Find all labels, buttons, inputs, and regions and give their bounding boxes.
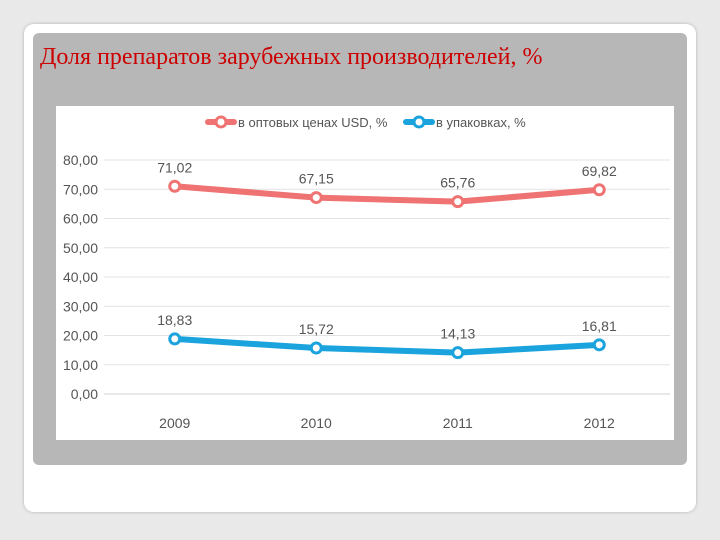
page-title: Доля препаратов зарубежных производителе… xyxy=(40,44,543,70)
x-tick-label: 2012 xyxy=(584,415,615,431)
line-chart: 0,00 10,00 20,00 30,00 40,00 50,00 60,00 70,00 8… xyxy=(63,115,670,431)
series-line xyxy=(171,183,603,205)
data-point xyxy=(168,179,182,193)
y-tick-label: 40,00 xyxy=(63,269,98,285)
y-tick-label: 60,00 xyxy=(63,211,98,227)
data-label: 16,81 xyxy=(582,318,617,334)
x-tick-label: 2009 xyxy=(159,415,190,431)
data-label: 65,76 xyxy=(440,175,475,191)
data-point xyxy=(592,183,606,197)
y-tick-label: 30,00 xyxy=(63,298,98,314)
y-tick-label: 80,00 xyxy=(63,152,98,168)
x-tick-label: 2010 xyxy=(301,415,332,431)
y-tick-label: 20,00 xyxy=(63,328,98,344)
data-point xyxy=(309,341,323,355)
data-label: 15,72 xyxy=(299,321,334,337)
y-tick-label: 0,00 xyxy=(71,386,98,402)
y-tick-label: 70,00 xyxy=(63,181,98,197)
y-tick-label: 10,00 xyxy=(63,357,98,373)
x-tick-label: 2011 xyxy=(443,415,473,431)
data-point xyxy=(451,346,465,360)
data-label: 67,15 xyxy=(299,171,334,187)
legend-marker-dot xyxy=(214,115,228,129)
legend-marker-dot xyxy=(412,115,426,129)
data-point xyxy=(451,195,465,209)
legend-label: в упаковках, % xyxy=(436,115,526,130)
data-label: 71,02 xyxy=(157,159,192,175)
chart-area: 0,00 10,00 20,00 30,00 40,00 50,00 60,00 70,00 8… xyxy=(56,106,674,440)
data-point xyxy=(592,338,606,352)
data-label: 18,83 xyxy=(157,312,192,328)
legend-label: в оптовых ценах USD, % xyxy=(238,115,388,130)
y-tick-label: 50,00 xyxy=(63,240,98,256)
data-point xyxy=(168,332,182,346)
data-label: 14,13 xyxy=(440,326,475,342)
series-line xyxy=(171,335,603,356)
data-label: 69,82 xyxy=(582,163,617,179)
data-point xyxy=(309,191,323,205)
